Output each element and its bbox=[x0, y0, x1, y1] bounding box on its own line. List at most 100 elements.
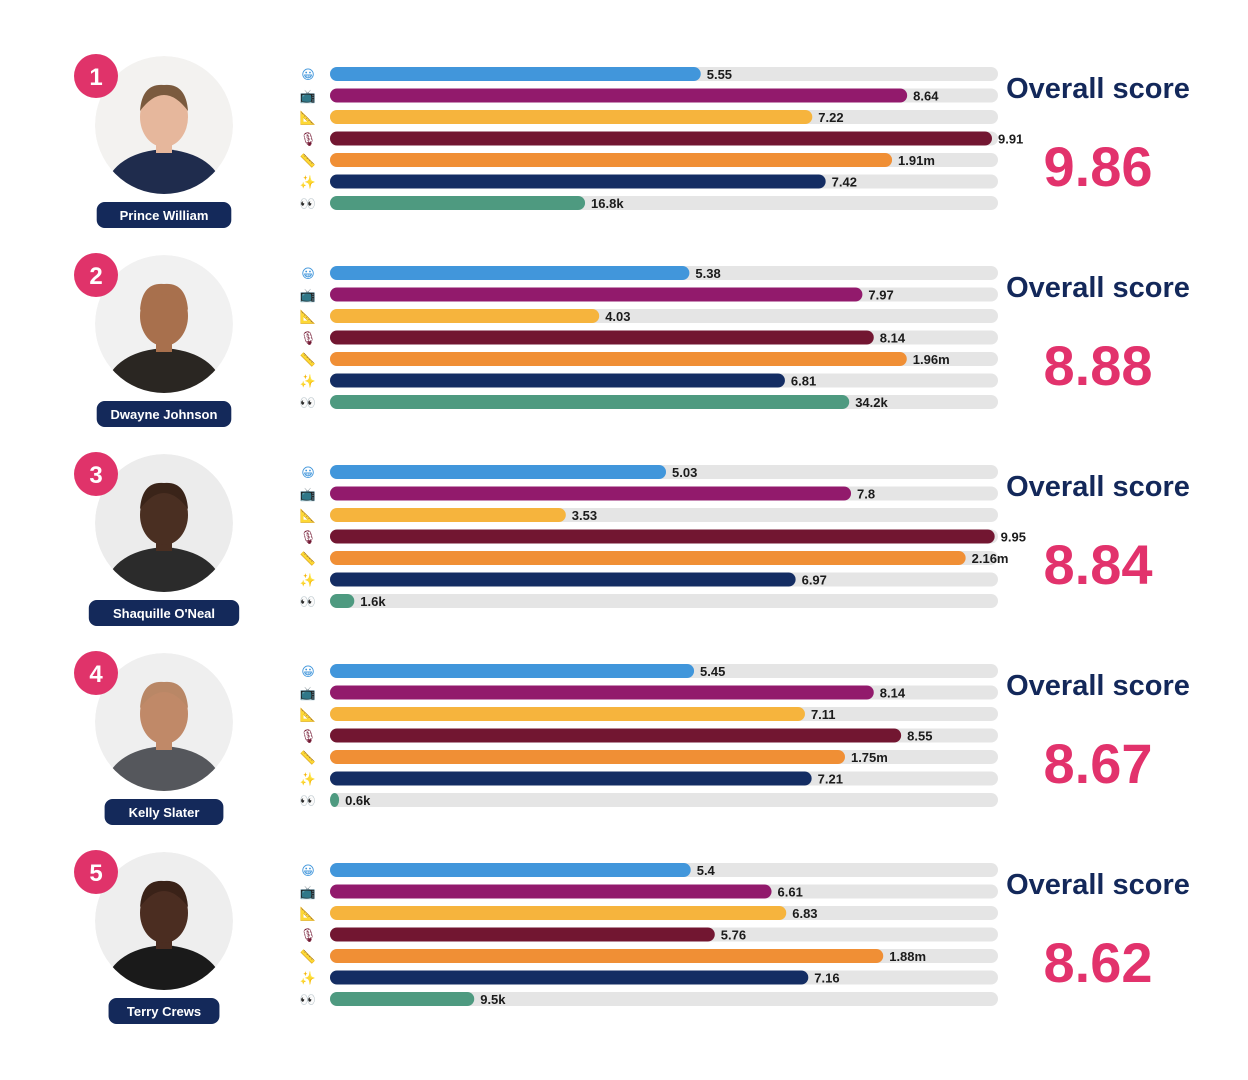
avatar-shoulders bbox=[102, 945, 226, 990]
rank-number: 3 bbox=[89, 462, 102, 489]
name-pill bbox=[88, 600, 240, 626]
bar bbox=[330, 750, 845, 764]
name-pill bbox=[104, 799, 224, 825]
rank-number: 2 bbox=[89, 263, 102, 290]
bar-value-label: 9.95 bbox=[1001, 530, 1026, 545]
avatar-head bbox=[140, 485, 188, 545]
television-icon: 📺 bbox=[300, 289, 316, 304]
microphone-icon: 🎙 bbox=[300, 729, 317, 745]
bar-value-label: 34.2k bbox=[855, 395, 888, 410]
bar bbox=[330, 287, 863, 302]
triangular-ruler-icon: 📐 bbox=[300, 906, 316, 922]
eyes-icon: 👀 bbox=[300, 595, 316, 610]
overall-label: Overall score bbox=[1006, 471, 1190, 503]
avatar-icon bbox=[95, 255, 233, 393]
bar-value-label: 8.64 bbox=[913, 89, 939, 104]
bar bbox=[330, 551, 966, 565]
grinning-face-icon: 😀 bbox=[301, 466, 315, 481]
straight-ruler-icon: 📏 bbox=[300, 551, 316, 567]
bar bbox=[330, 508, 566, 522]
bar bbox=[330, 970, 809, 985]
grinning-face-icon: 😀 bbox=[301, 864, 315, 879]
rank-badge bbox=[74, 850, 118, 894]
bar-value-label: 1.91m bbox=[898, 153, 935, 168]
bar bbox=[330, 707, 805, 721]
person-block-4: 4 Kelly Slater 😀 5.45 📺 8.14 📐 7.11 🎙 8.55 📏 1.75m ✨… bbox=[74, 651, 1190, 825]
person-name: Kelly Slater bbox=[129, 805, 200, 820]
bar-value-label: 7.16 bbox=[814, 971, 839, 986]
avatar-hair bbox=[140, 681, 188, 708]
bar bbox=[330, 131, 992, 146]
bar bbox=[330, 863, 691, 877]
bar-value-label: 8.14 bbox=[880, 686, 906, 701]
overall-label: Overall score bbox=[1006, 73, 1190, 105]
eyes-icon: 👀 bbox=[300, 197, 316, 212]
television-icon: 📺 bbox=[300, 488, 316, 503]
grinning-face-icon: 😀 bbox=[301, 665, 315, 680]
straight-ruler-icon: 📏 bbox=[300, 153, 316, 169]
person-block-3: 3 Shaquille O'Neal 😀 5.03 📺 7.8 📐 3.53 🎙 9.95 📏 2.1… bbox=[74, 452, 1190, 626]
triangular-ruler-icon: 📐 bbox=[300, 110, 316, 126]
bar-value-label: 0.6k bbox=[345, 793, 371, 808]
overall-label: Overall score bbox=[1006, 272, 1190, 304]
rank-badge bbox=[74, 54, 118, 98]
bar-value-label: 16.8k bbox=[591, 196, 624, 211]
sparkles-icon: ✨ bbox=[300, 573, 316, 589]
sparkles-icon: ✨ bbox=[300, 971, 316, 987]
avatar-hair bbox=[140, 482, 188, 509]
bar bbox=[330, 486, 852, 501]
grinning-face-icon: 😀 bbox=[301, 68, 315, 83]
avatar-shoulders bbox=[102, 149, 226, 194]
eyes-icon: 👀 bbox=[300, 993, 316, 1008]
bar-value-label: 7.97 bbox=[868, 288, 893, 303]
avatar-icon bbox=[95, 653, 233, 791]
avatar-hair bbox=[140, 283, 188, 310]
bar-value-label: 8.14 bbox=[880, 331, 906, 346]
overall-label: Overall score bbox=[1006, 869, 1190, 901]
bar-value-label: 6.81 bbox=[791, 374, 816, 389]
bar bbox=[330, 465, 667, 479]
avatar-head bbox=[140, 87, 188, 147]
eyes-icon: 👀 bbox=[300, 396, 316, 411]
bar bbox=[330, 884, 772, 899]
bar-value-label: 5.03 bbox=[672, 465, 697, 480]
person-name: Terry Crews bbox=[127, 1004, 201, 1019]
avatar-head bbox=[140, 883, 188, 943]
bar bbox=[330, 352, 907, 366]
avatar-head bbox=[140, 684, 188, 744]
avatar-shoulders bbox=[102, 547, 226, 592]
rank-number: 1 bbox=[89, 64, 102, 91]
bar-track bbox=[330, 594, 998, 608]
overall-score-value: 8.84 bbox=[1044, 533, 1153, 596]
bar bbox=[330, 906, 787, 920]
person-block-5: 5 Terry Crews 😀 5.4 📺 6.61 📐 6.83 🎙 5.76 📏 1.88m ✨ 7.… bbox=[74, 850, 1190, 1024]
bar bbox=[330, 67, 701, 81]
bar-value-label: 7.8 bbox=[857, 487, 875, 502]
bar-value-label: 1.96m bbox=[913, 352, 950, 367]
sparkles-icon: ✨ bbox=[300, 175, 316, 191]
bar bbox=[330, 949, 884, 963]
bar-value-label: 7.22 bbox=[818, 110, 843, 125]
bar bbox=[330, 110, 813, 124]
bar-value-label: 6.97 bbox=[802, 573, 827, 588]
avatar-head bbox=[140, 286, 188, 346]
microphone-icon: 🎙 bbox=[300, 132, 317, 148]
avatar-shoulders bbox=[102, 746, 226, 791]
person-block-2: 2 Dwayne Johnson 😀 5.38 📺 7.97 📐 4.03 🎙 8.14 📏 1.96… bbox=[74, 253, 1190, 427]
person-name: Prince William bbox=[120, 208, 209, 223]
straight-ruler-icon: 📏 bbox=[300, 352, 316, 368]
bar-value-label: 7.11 bbox=[811, 707, 836, 722]
bar-value-label: 3.53 bbox=[572, 508, 597, 523]
bar-value-label: 6.61 bbox=[778, 885, 803, 900]
avatar-icon bbox=[95, 56, 233, 194]
bar bbox=[330, 266, 690, 280]
rank-number: 4 bbox=[89, 661, 103, 688]
avatar-hair bbox=[140, 84, 188, 111]
triangular-ruler-icon: 📐 bbox=[300, 508, 316, 524]
bar bbox=[330, 153, 893, 167]
bar bbox=[330, 685, 874, 700]
grinning-face-icon: 😀 bbox=[301, 267, 315, 282]
bar-track bbox=[330, 793, 998, 807]
sparkles-icon: ✨ bbox=[300, 374, 316, 390]
overall-score-value: 8.88 bbox=[1044, 334, 1153, 397]
